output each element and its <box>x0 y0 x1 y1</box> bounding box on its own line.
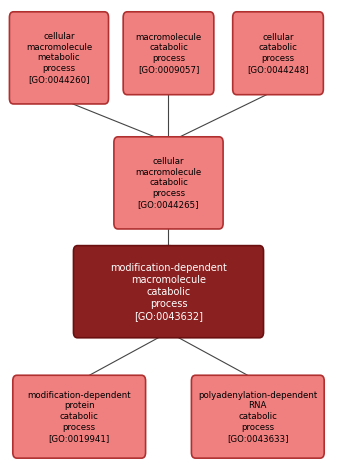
FancyBboxPatch shape <box>191 375 324 458</box>
Text: modification-dependent
macromolecule
catabolic
process
[GO:0043632]: modification-dependent macromolecule cat… <box>110 263 227 321</box>
Text: polyadenylation-dependent
RNA
catabolic
process
[GO:0043633]: polyadenylation-dependent RNA catabolic … <box>198 391 317 443</box>
FancyBboxPatch shape <box>114 137 223 229</box>
Text: modification-dependent
protein
catabolic
process
[GO:0019941]: modification-dependent protein catabolic… <box>27 391 131 443</box>
Text: cellular
macromolecule
catabolic
process
[GO:0044265]: cellular macromolecule catabolic process… <box>135 157 202 209</box>
FancyBboxPatch shape <box>233 12 324 94</box>
FancyBboxPatch shape <box>123 12 214 94</box>
Text: cellular
catabolic
process
[GO:0044248]: cellular catabolic process [GO:0044248] <box>247 32 309 74</box>
Text: macromolecule
catabolic
process
[GO:0009057]: macromolecule catabolic process [GO:0009… <box>135 32 202 74</box>
FancyBboxPatch shape <box>9 12 109 104</box>
Text: cellular
macromolecule
metabolic
process
[GO:0044260]: cellular macromolecule metabolic process… <box>26 32 92 84</box>
FancyBboxPatch shape <box>73 245 264 338</box>
FancyBboxPatch shape <box>13 375 146 458</box>
